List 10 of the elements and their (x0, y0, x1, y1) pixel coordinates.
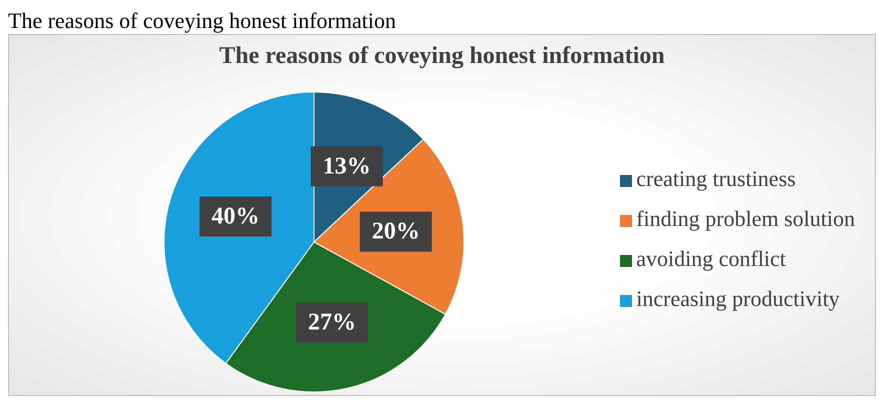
legend-label: avoiding conflict (636, 246, 786, 271)
data-label: 20% (372, 218, 420, 245)
chart-title: The reasons of coveying honest information (218, 43, 666, 70)
text: The reasons of coveying honest information (8, 8, 397, 34)
legend-label: finding problem solution (636, 206, 855, 231)
data-label: 40% (212, 204, 260, 230)
legend-label: increasing productivity (636, 286, 840, 311)
legend-label: creating trustiness (636, 166, 796, 191)
data-label: 27% (308, 310, 356, 336)
data-label: 13% (322, 153, 371, 180)
